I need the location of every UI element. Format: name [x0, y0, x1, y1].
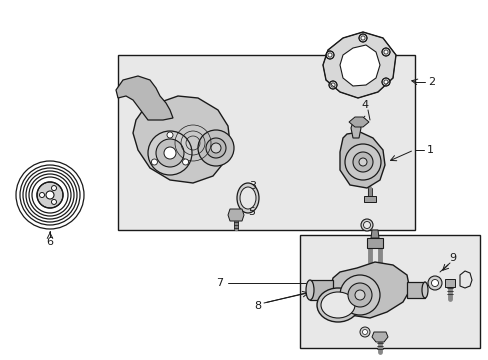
Polygon shape [299, 235, 479, 348]
Circle shape [362, 329, 367, 334]
Circle shape [210, 143, 221, 153]
Text: 2: 2 [427, 77, 435, 87]
Polygon shape [323, 32, 395, 98]
Circle shape [430, 279, 438, 287]
Circle shape [352, 152, 372, 172]
Text: 8: 8 [254, 301, 261, 311]
Ellipse shape [316, 288, 358, 322]
Text: 7: 7 [216, 278, 223, 288]
Polygon shape [118, 55, 414, 230]
Circle shape [381, 78, 389, 86]
Circle shape [360, 36, 364, 40]
Ellipse shape [363, 221, 370, 229]
Text: 3: 3 [249, 181, 256, 191]
Ellipse shape [360, 219, 372, 231]
Circle shape [46, 191, 54, 199]
Circle shape [358, 158, 366, 166]
Circle shape [198, 130, 234, 166]
Circle shape [347, 283, 371, 307]
Polygon shape [348, 117, 368, 127]
Ellipse shape [421, 282, 427, 298]
Ellipse shape [237, 183, 259, 213]
Circle shape [37, 182, 63, 208]
Polygon shape [339, 132, 384, 188]
Polygon shape [231, 212, 240, 218]
Ellipse shape [240, 187, 256, 209]
Circle shape [383, 50, 387, 54]
Circle shape [383, 80, 387, 84]
Polygon shape [350, 122, 360, 138]
Circle shape [148, 131, 192, 175]
Polygon shape [370, 230, 378, 238]
Polygon shape [116, 76, 173, 120]
Circle shape [156, 139, 183, 167]
Circle shape [328, 81, 336, 89]
Text: 1: 1 [426, 145, 433, 155]
Polygon shape [339, 45, 379, 86]
Circle shape [163, 147, 176, 159]
Text: 5: 5 [248, 207, 255, 217]
Polygon shape [444, 279, 454, 287]
Text: 4: 4 [361, 100, 368, 110]
Polygon shape [366, 238, 382, 248]
Polygon shape [363, 196, 375, 202]
Circle shape [325, 51, 333, 59]
Polygon shape [227, 209, 244, 221]
Circle shape [345, 144, 380, 180]
Circle shape [151, 159, 157, 165]
Circle shape [381, 48, 389, 56]
Polygon shape [371, 332, 387, 342]
Polygon shape [329, 262, 409, 318]
Ellipse shape [305, 280, 313, 300]
Circle shape [427, 276, 441, 290]
Circle shape [167, 132, 173, 138]
Text: 9: 9 [448, 253, 456, 263]
Circle shape [327, 53, 331, 57]
Circle shape [358, 34, 366, 42]
Circle shape [51, 199, 57, 204]
Polygon shape [133, 96, 229, 183]
Ellipse shape [320, 292, 354, 318]
Circle shape [359, 327, 369, 337]
Circle shape [40, 193, 44, 198]
Text: 6: 6 [46, 237, 53, 247]
Circle shape [330, 83, 334, 87]
Circle shape [182, 159, 188, 165]
Circle shape [51, 185, 57, 190]
Circle shape [339, 275, 379, 315]
Polygon shape [309, 280, 332, 300]
Polygon shape [406, 282, 424, 298]
Circle shape [354, 290, 364, 300]
Circle shape [205, 138, 225, 158]
